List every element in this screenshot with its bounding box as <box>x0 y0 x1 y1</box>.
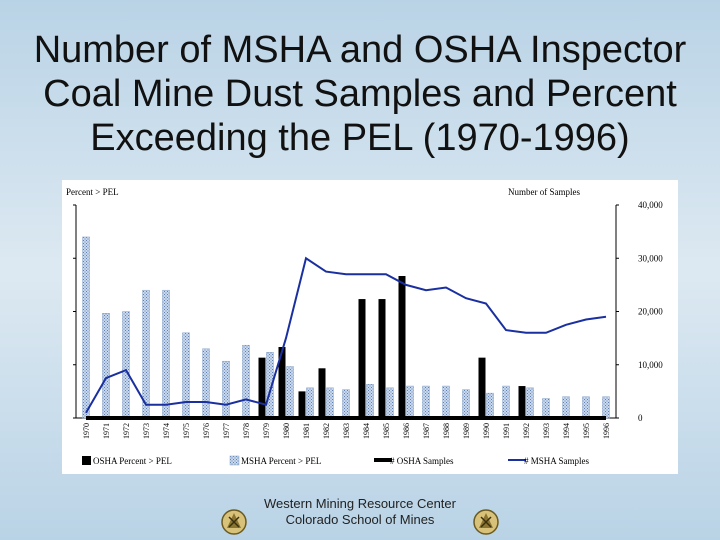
right-tick-label: 10,000 <box>638 360 663 370</box>
x-tick-label: 1976 <box>202 423 211 439</box>
x-tick-label: 1981 <box>302 423 311 439</box>
msha-percent-bar <box>442 385 450 419</box>
x-tick-label: 1987 <box>422 423 431 439</box>
msha-percent-bar <box>82 236 90 419</box>
legend-label: # OSHA Samples <box>390 456 454 466</box>
osha-percent-bar <box>398 276 406 418</box>
x-tick-label: 1980 <box>282 423 291 439</box>
osha-percent-bar <box>278 347 286 418</box>
msha-percent-bar <box>486 392 494 419</box>
x-tick-label: 1993 <box>542 423 551 439</box>
x-tick-label: 1989 <box>462 423 471 439</box>
osha-percent-bar <box>518 386 526 418</box>
osha-percent-bar <box>478 357 486 418</box>
msha-samples-line <box>85 256 607 414</box>
x-tick-label: 1995 <box>582 423 591 439</box>
x-tick-label: 1985 <box>382 423 391 439</box>
msha-percent-bar <box>422 385 430 419</box>
msha-percent-bar <box>242 344 250 419</box>
x-tick-label: 1982 <box>322 423 331 439</box>
msha-percent-bar <box>602 396 610 419</box>
x-tick-label: 1971 <box>102 423 111 439</box>
msha-percent-bar <box>202 348 210 419</box>
msha-percent-bar <box>286 366 294 419</box>
msha-percent-bar <box>462 389 470 419</box>
right-tick-label: 30,000 <box>638 253 663 263</box>
right-tick-label: 20,000 <box>638 307 663 317</box>
msha-percent-bar <box>342 389 350 419</box>
mining-seal-icon <box>473 509 499 535</box>
msha-percent-bar <box>162 289 170 419</box>
x-tick-label: 1975 <box>182 423 191 439</box>
x-tick-label: 1991 <box>502 423 511 439</box>
x-tick-label: 1977 <box>222 423 231 439</box>
msha-percent-bar <box>102 313 110 419</box>
x-tick-label: 1996 <box>602 423 611 439</box>
chart-panel: 015304560010,00020,00030,00040,000Percen… <box>62 180 678 474</box>
x-tick-label: 1992 <box>522 423 531 439</box>
title-line-1: Number of MSHA and OSHA Inspector <box>33 29 687 71</box>
x-tick-label: 1988 <box>442 423 451 439</box>
x-tick-label: 1994 <box>562 423 571 439</box>
title-line-3: Exceeding the PEL (1970-1996) <box>90 117 630 159</box>
right-tick-label: 0 <box>638 413 643 423</box>
footer-line-1: Western Mining Resource Center <box>264 496 456 511</box>
msha-percent-bar <box>122 311 130 419</box>
msha-percent-bar <box>406 385 414 419</box>
right-axis-label: Number of Samples <box>508 187 580 197</box>
x-tick-label: 1984 <box>362 423 371 439</box>
x-tick-label: 1970 <box>82 423 91 439</box>
msha-percent-bar <box>386 387 394 419</box>
legend-label: MSHA Percent > PEL <box>241 456 321 466</box>
footer: Western Mining Resource Center Colorado … <box>200 496 520 528</box>
msha-percent-bar <box>306 387 314 419</box>
right-tick-label: 40,000 <box>638 200 663 210</box>
legend-label: OSHA Percent > PEL <box>93 456 172 466</box>
osha-percent-bar <box>318 368 326 418</box>
x-tick-label: 1973 <box>142 423 151 439</box>
x-tick-label: 1979 <box>262 423 271 439</box>
x-tick-label: 1983 <box>342 423 351 439</box>
msha-percent-bar <box>182 332 190 419</box>
msha-percent-bar <box>326 387 334 419</box>
msha-percent-bar <box>526 387 534 419</box>
left-axis-label: Percent > PEL <box>66 187 119 197</box>
msha-percent-bar <box>562 396 570 419</box>
msha-percent-bar <box>222 360 230 419</box>
msha-percent-bar <box>542 398 550 419</box>
x-tick-label: 1978 <box>242 423 251 439</box>
combo-chart: 015304560010,00020,00030,00040,000Percen… <box>66 187 663 466</box>
footer-line-2: Colorado School of Mines <box>285 512 435 527</box>
osha-percent-bar <box>298 391 306 418</box>
legend-label: # MSHA Samples <box>524 456 590 466</box>
msha-percent-bar <box>582 396 590 419</box>
mining-seal-icon <box>221 509 247 535</box>
title-line-2: Coal Mine Dust Samples and Percent <box>43 73 677 115</box>
legend-swatch <box>229 455 240 466</box>
msha-percent-bar <box>366 384 374 419</box>
osha-percent-bar <box>258 357 266 418</box>
x-tick-label: 1990 <box>482 423 491 439</box>
x-tick-label: 1972 <box>122 423 131 439</box>
slide-title: Number of MSHA and OSHA Inspector Coal M… <box>0 28 720 160</box>
osha-percent-bar <box>378 299 386 418</box>
osha-percent-bar <box>358 299 366 418</box>
x-tick-label: 1974 <box>162 423 171 439</box>
msha-percent-bar <box>502 385 510 419</box>
legend-swatch <box>82 456 91 465</box>
x-tick-label: 1986 <box>402 423 411 439</box>
